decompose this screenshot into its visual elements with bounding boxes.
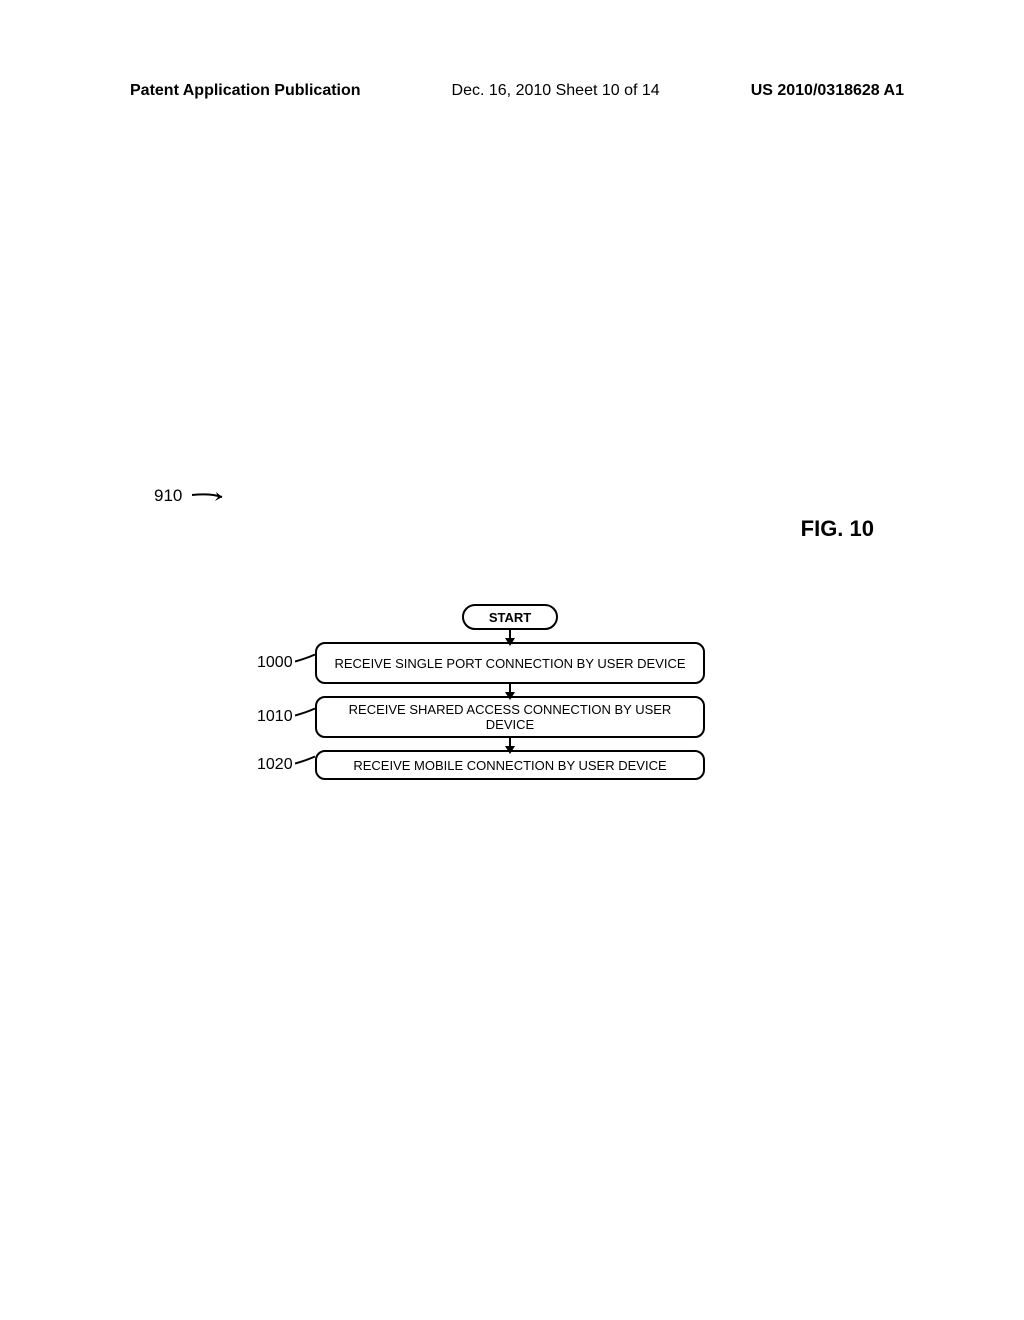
arrow-down-icon bbox=[509, 630, 511, 642]
connector-curve-icon bbox=[295, 707, 317, 728]
step-id-1010: 1010 bbox=[257, 708, 293, 726]
arrow-down-icon bbox=[509, 684, 511, 696]
step-id-1020: 1020 bbox=[257, 756, 293, 774]
step-text-1020: RECEIVE MOBILE CONNECTION BY USER DEVICE bbox=[353, 758, 666, 773]
connector-curve-icon bbox=[295, 755, 317, 776]
flowchart-node-1010: 1010 RECEIVE SHARED ACCESS CONNECTION BY… bbox=[315, 696, 705, 738]
step-id-1000: 1000 bbox=[257, 654, 293, 672]
arrow-down-icon bbox=[509, 738, 511, 750]
flowchart-container: START 1000 RECEIVE SINGLE PORT CONNECTIO… bbox=[260, 604, 760, 780]
reference-numeral: 910 bbox=[154, 486, 182, 506]
step-text-1010: RECEIVE SHARED ACCESS CONNECTION BY USER… bbox=[327, 702, 693, 732]
reference-arrow-icon bbox=[192, 490, 232, 502]
figure-label: FIG. 10 bbox=[801, 516, 874, 542]
step-text-1000: RECEIVE SINGLE PORT CONNECTION BY USER D… bbox=[334, 656, 685, 671]
header-date-sheet: Dec. 16, 2010 Sheet 10 of 14 bbox=[452, 82, 660, 100]
header-patent-number: US 2010/0318628 A1 bbox=[751, 82, 904, 100]
flowchart-node-1020: 1020 RECEIVE MOBILE CONNECTION BY USER D… bbox=[315, 750, 705, 780]
header-publication: Patent Application Publication bbox=[130, 82, 361, 100]
flowchart-start-node: START bbox=[462, 604, 558, 630]
connector-curve-icon bbox=[295, 653, 317, 674]
start-label: START bbox=[489, 610, 531, 625]
flowchart-node-1000: 1000 RECEIVE SINGLE PORT CONNECTION BY U… bbox=[315, 642, 705, 684]
page-header: Patent Application Publication Dec. 16, … bbox=[0, 82, 1024, 100]
